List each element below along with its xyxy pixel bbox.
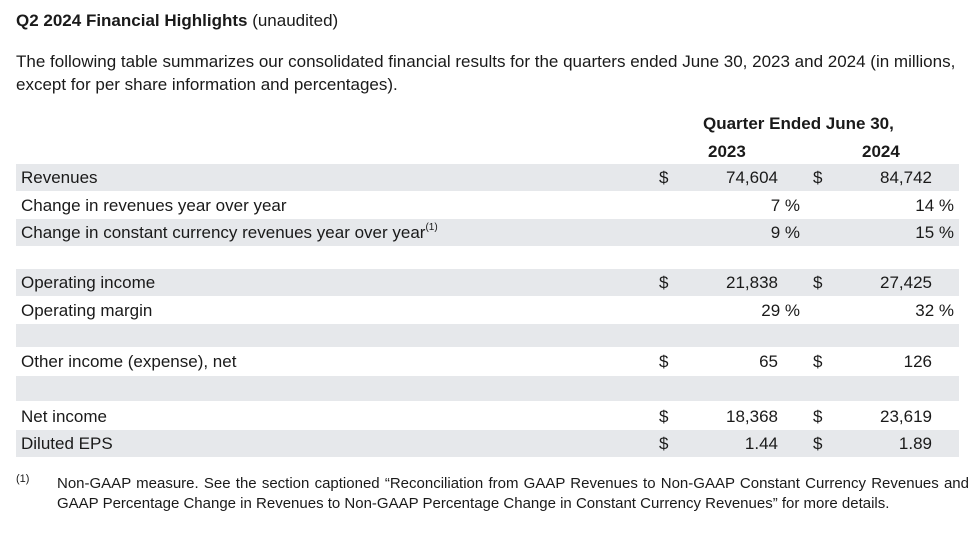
- value-2023: 1.44: [744, 434, 778, 453]
- footnote-ref: (1): [425, 222, 438, 233]
- currency-2023: $: [659, 407, 669, 426]
- currency-2023: $: [659, 168, 669, 187]
- currency-2024: $: [813, 407, 823, 426]
- row-label: Other income (expense), net: [21, 352, 237, 371]
- page-title: Q2 2024 Financial Highlights (unaudited): [16, 11, 338, 31]
- value-2024: 23,619: [880, 407, 932, 426]
- value-2024: 84,742: [880, 168, 932, 187]
- footnote-text: Non-GAAP measure. See the section captio…: [57, 475, 969, 512]
- value-2023: 18,368: [726, 407, 778, 426]
- row-label-text: Change in constant currency revenues yea…: [21, 223, 426, 242]
- table-row-constant-currency: Change in constant currency revenues yea…: [16, 219, 959, 246]
- row-label: Diluted EPS: [21, 434, 113, 453]
- table-row-other-income: Other income (expense), net $ 65 $ 126: [16, 348, 959, 375]
- row-label: Operating income: [21, 273, 156, 292]
- pct-2024: 15 %: [915, 223, 954, 242]
- value-2024: 126: [903, 352, 932, 371]
- currency-2024: $: [813, 168, 823, 187]
- row-label: Change in revenues year over year: [21, 196, 287, 215]
- pct-2024: 32 %: [915, 301, 954, 320]
- value-2024: 1.89: [898, 434, 932, 453]
- pct-2023: 7 %: [770, 196, 800, 215]
- row-label: Operating margin: [21, 301, 153, 320]
- currency-2023: $: [659, 273, 669, 292]
- table-row-diluted-eps: Diluted EPS $ 1.44 $ 1.89: [16, 430, 959, 457]
- title-note: (unaudited): [252, 11, 339, 30]
- table-row-operating-income: Operating income $ 21,838 $ 27,425: [16, 269, 959, 296]
- currency-2024: $: [813, 352, 823, 371]
- currency-2023: $: [659, 434, 669, 453]
- currency-2024: $: [813, 273, 823, 292]
- footnote-marker: (1): [16, 473, 30, 485]
- table-row-revenue-change: Change in revenues year over year 7 % 14…: [16, 192, 959, 219]
- row-label: Revenues: [21, 168, 98, 187]
- currency-2023: $: [659, 352, 669, 371]
- col-2023-header: 2023: [708, 142, 746, 161]
- value-2023: 65: [759, 352, 778, 371]
- title-bold: Q2 2024 Financial Highlights: [16, 11, 248, 30]
- table-spacer-row: [16, 376, 959, 401]
- intro-paragraph: The following table summarizes our conso…: [16, 52, 956, 94]
- period-header: Quarter Ended June 30,: [703, 114, 894, 133]
- table-row-revenues: Revenues $ 74,604 $ 84,742: [16, 164, 959, 191]
- value-2023: 21,838: [726, 273, 778, 292]
- pct-2023: 9 %: [770, 223, 800, 242]
- value-2024: 27,425: [880, 273, 932, 292]
- col-2024-header: 2024: [862, 142, 900, 161]
- table-row-operating-margin: Operating margin 29 % 32 %: [16, 297, 959, 324]
- pct-2024: 14 %: [915, 196, 954, 215]
- pct-2023: 29 %: [761, 301, 800, 320]
- value-2023: 74,604: [726, 168, 778, 187]
- row-label: Change in constant currency revenues yea…: [21, 222, 438, 243]
- table-spacer-row: [16, 324, 959, 347]
- table-row-net-income: Net income $ 18,368 $ 23,619: [16, 403, 959, 430]
- currency-2024: $: [813, 434, 823, 453]
- row-label: Net income: [21, 407, 107, 426]
